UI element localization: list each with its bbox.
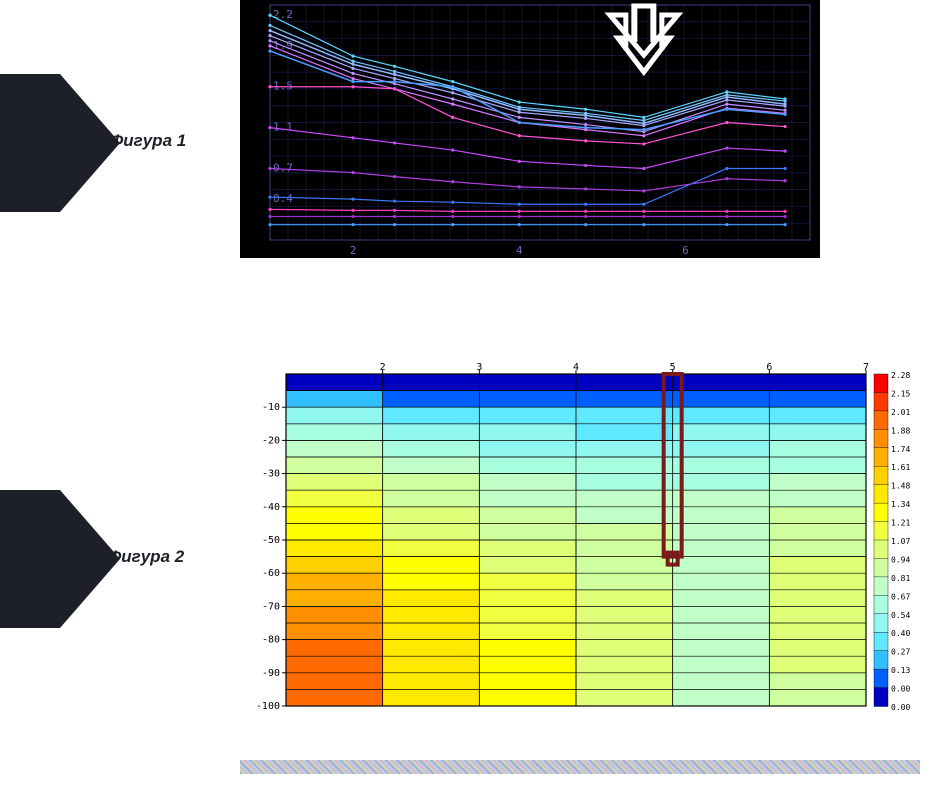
svg-text:-10: -10 (262, 402, 280, 413)
svg-text:1.34: 1.34 (891, 500, 910, 509)
svg-text:2.28: 2.28 (891, 371, 910, 380)
svg-text:0.4: 0.4 (273, 192, 293, 205)
figure2-label: Фигура 2 (108, 547, 184, 567)
heatmap-svg: 234567-10-20-30-40-50-60-70-80-90-1002.2… (240, 356, 920, 716)
svg-text:0.67: 0.67 (891, 592, 910, 601)
svg-text:1.74: 1.74 (891, 445, 910, 454)
noise-texture-bar (240, 760, 920, 774)
svg-text:0.00: 0.00 (891, 685, 910, 694)
svg-text:4: 4 (516, 244, 523, 257)
svg-text:1.21: 1.21 (891, 519, 910, 528)
figure1-tag (0, 74, 60, 212)
heatmap-chart: 234567-10-20-30-40-50-60-70-80-90-1002.2… (240, 356, 920, 716)
svg-text:-50: -50 (262, 535, 280, 546)
svg-text:1.07: 1.07 (891, 537, 910, 546)
svg-text:0.40: 0.40 (891, 629, 910, 638)
svg-text:2.01: 2.01 (891, 408, 910, 417)
svg-text:-100: -100 (256, 701, 280, 712)
svg-text:0.13: 0.13 (891, 666, 910, 675)
line-chart: 2.21.91.51.10.70.4246 (240, 0, 820, 258)
svg-text:0.94: 0.94 (891, 555, 910, 564)
svg-text:0.7: 0.7 (273, 161, 293, 174)
svg-text:2.2: 2.2 (273, 8, 293, 21)
figure1-label: Фигура 1 (110, 131, 186, 151)
svg-text:0.54: 0.54 (891, 611, 910, 620)
svg-text:1.48: 1.48 (891, 482, 910, 491)
svg-text:0.00: 0.00 (891, 703, 910, 712)
svg-text:-90: -90 (262, 668, 280, 679)
svg-text:1.61: 1.61 (891, 463, 910, 472)
svg-text:-80: -80 (262, 635, 280, 646)
svg-text:-60: -60 (262, 568, 280, 579)
line-chart-svg: 2.21.91.51.10.70.4246 (240, 0, 820, 258)
svg-text:2.15: 2.15 (891, 389, 910, 398)
svg-text:-30: -30 (262, 469, 280, 480)
svg-text:2: 2 (350, 244, 357, 257)
svg-text:6: 6 (682, 244, 689, 257)
svg-text:-40: -40 (262, 502, 280, 513)
svg-text:-20: -20 (262, 435, 280, 446)
svg-text:0.27: 0.27 (891, 648, 910, 657)
svg-text:0.81: 0.81 (891, 574, 910, 583)
svg-text:1.88: 1.88 (891, 426, 910, 435)
svg-text:-70: -70 (262, 601, 280, 612)
figure2-tag (0, 490, 60, 628)
svg-text:1.1: 1.1 (273, 121, 293, 134)
